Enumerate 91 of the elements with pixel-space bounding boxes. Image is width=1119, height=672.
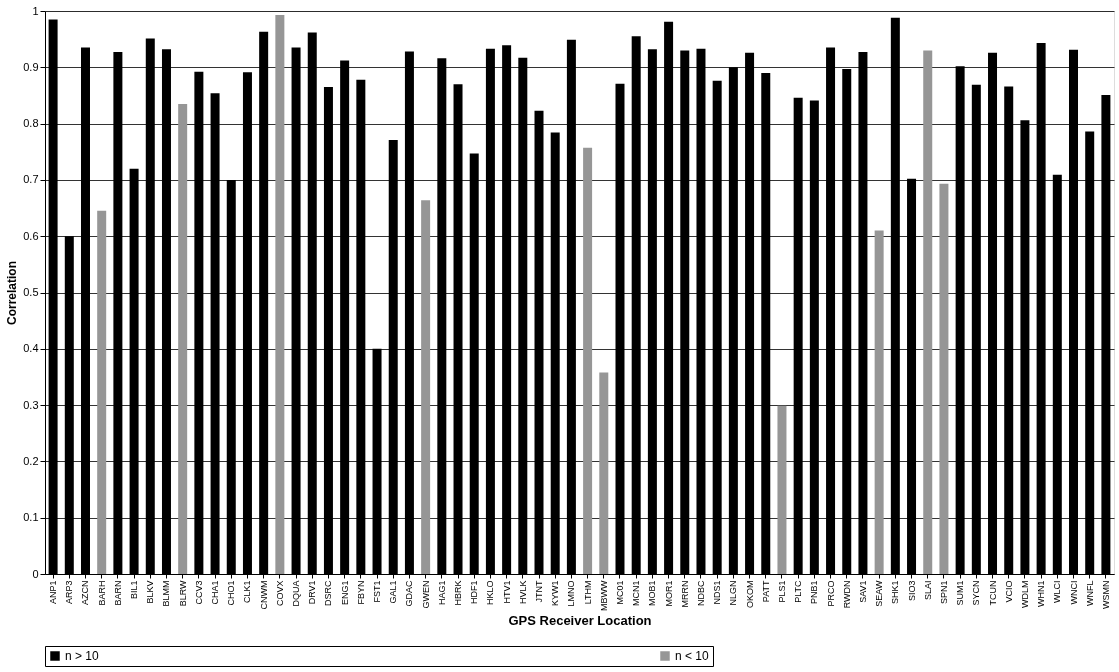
bar bbox=[275, 14, 285, 574]
y-axis-title: Correlation bbox=[5, 260, 20, 326]
x-tick-label: RWDN bbox=[841, 580, 852, 609]
x-tick-label: GAL1 bbox=[388, 580, 399, 604]
x-tick-label: GWEN bbox=[420, 580, 431, 609]
x-tick-label: BIL1 bbox=[129, 580, 140, 600]
y-tick-label: 0.7 bbox=[23, 173, 39, 186]
x-tick-label: MRRN bbox=[679, 580, 690, 608]
bar bbox=[97, 210, 107, 574]
bar bbox=[777, 405, 787, 574]
bar bbox=[874, 230, 884, 574]
x-tick-label: SAV1 bbox=[857, 580, 868, 603]
y-tick-label: 0.8 bbox=[23, 117, 39, 130]
x-tick-label: WNCI bbox=[1068, 580, 1079, 605]
y-tick-label: 0.2 bbox=[23, 454, 39, 467]
x-tick-label: NLGN bbox=[728, 580, 739, 606]
x-tick-label: PLTC bbox=[793, 580, 804, 603]
x-tick-label: GDAC bbox=[404, 580, 415, 607]
x-tick-label: WHN1 bbox=[1036, 580, 1047, 607]
x-tick-label: JTNT bbox=[534, 580, 545, 603]
x-tick-label: MCN1 bbox=[631, 580, 642, 607]
x-tick-label: LMNO bbox=[566, 580, 577, 607]
x-tick-label: HBRK bbox=[453, 580, 464, 606]
x-tick-label: LTHM bbox=[582, 580, 593, 605]
x-tick-label: SIO3 bbox=[906, 580, 917, 602]
x-tick-label: KYW1 bbox=[550, 580, 561, 607]
y-tick-label: 0.9 bbox=[23, 60, 39, 73]
x-tick-label: MOB1 bbox=[647, 580, 658, 607]
x-tick-label: DRV1 bbox=[307, 580, 318, 605]
x-tick-label: WDLM bbox=[1019, 580, 1030, 608]
x-tick-label: SUM1 bbox=[955, 580, 966, 606]
x-tick-label: WLCI bbox=[1052, 580, 1063, 603]
x-tick-label: OKOM bbox=[744, 580, 755, 609]
x-tick-label: DQUA bbox=[291, 580, 302, 607]
legend-label: n < 10 bbox=[675, 649, 710, 663]
x-tick-label: BLMM bbox=[161, 580, 172, 607]
x-tick-label: HKLO bbox=[485, 580, 496, 606]
x-tick-label: CCV3 bbox=[193, 580, 204, 605]
x-tick-label: CNWM bbox=[258, 580, 269, 610]
x-tick-label: SLAI bbox=[922, 580, 933, 601]
x-tick-label: CHA1 bbox=[210, 580, 221, 605]
y-tick-label: 0.6 bbox=[23, 229, 39, 242]
x-tick-label: MBWW bbox=[598, 580, 609, 611]
x-tick-label: MOR1 bbox=[663, 580, 674, 607]
y-tick-label: 0.1 bbox=[23, 511, 39, 524]
bar bbox=[178, 103, 188, 574]
x-tick-label: NDBC bbox=[695, 580, 706, 607]
bar bbox=[599, 372, 609, 574]
x-tick-label: FST1 bbox=[372, 580, 383, 603]
x-tick-label: ENG1 bbox=[339, 580, 350, 606]
y-tick-label: 0.5 bbox=[23, 286, 39, 298]
x-tick-label: HDF1 bbox=[469, 580, 480, 605]
x-tick-label: ARP3 bbox=[64, 580, 75, 605]
x-tick-label: FBYN bbox=[355, 580, 366, 605]
x-tick-label: BLRW bbox=[177, 580, 188, 607]
x-tick-label: AZCN bbox=[80, 580, 91, 605]
x-tick-label: SHK1 bbox=[890, 580, 901, 605]
x-tick-label: COVX bbox=[274, 580, 285, 607]
bar bbox=[583, 147, 593, 574]
x-tick-label: NDS1 bbox=[712, 580, 723, 605]
x-axis-title: GPS Receiver Location bbox=[508, 612, 652, 628]
bar bbox=[939, 183, 949, 574]
x-tick-label: ANP1 bbox=[48, 580, 59, 605]
x-tick-label: PATT bbox=[760, 580, 771, 603]
x-tick-label: SYCN bbox=[971, 580, 982, 606]
x-tick-label: PLS1 bbox=[776, 580, 787, 603]
x-tick-label: SPN1 bbox=[938, 580, 949, 605]
x-tick-label: PNB1 bbox=[809, 580, 820, 605]
y-tick-label: 0.4 bbox=[23, 342, 39, 355]
x-tick-label: MC01 bbox=[614, 580, 625, 605]
x-tick-label: DSRC bbox=[323, 580, 334, 607]
bar bbox=[923, 50, 933, 574]
x-tick-label: BLKV bbox=[145, 580, 156, 604]
x-tick-label: BARN bbox=[112, 580, 123, 606]
x-tick-label: HVLK bbox=[517, 580, 528, 605]
x-tick-label: CHO1 bbox=[226, 580, 237, 606]
x-tick-label: BARH bbox=[96, 580, 107, 606]
x-tick-label: PRCO bbox=[825, 580, 836, 607]
x-tick-label: CLK1 bbox=[242, 580, 253, 604]
x-tick-label: TCUN bbox=[987, 580, 998, 606]
bar bbox=[421, 200, 431, 574]
y-tick-label: 1 bbox=[32, 4, 39, 17]
x-tick-label: HAG1 bbox=[436, 580, 447, 606]
x-tick-label: SEAW bbox=[874, 580, 885, 607]
x-tick-label: VCIO bbox=[1003, 580, 1014, 603]
x-tick-label: HTV1 bbox=[501, 580, 512, 604]
x-tick-label: WNFL bbox=[1084, 580, 1095, 606]
y-tick-label: 0 bbox=[32, 567, 39, 580]
x-tick-label: WSMN bbox=[1100, 580, 1111, 609]
y-tick-label: 0.3 bbox=[23, 398, 39, 411]
legend-label: n > 10 bbox=[65, 649, 100, 663]
